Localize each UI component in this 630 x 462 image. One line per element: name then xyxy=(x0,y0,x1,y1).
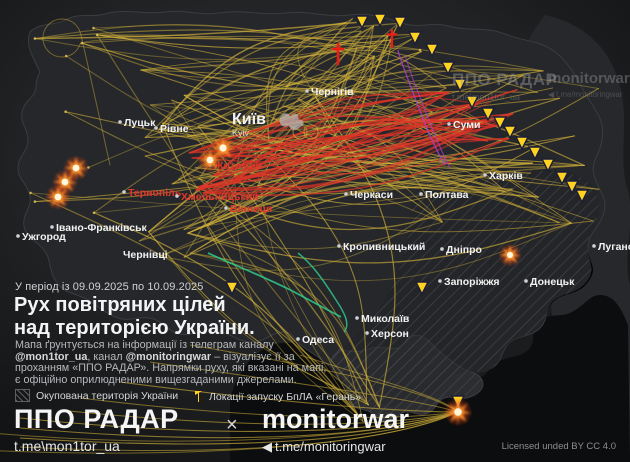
svg-text:Івано-Франківськ: Івано-Франківськ xyxy=(56,222,148,234)
svg-text:Суми: Суми xyxy=(453,119,481,131)
svg-text:Хмельницький: Хмельницький xyxy=(181,191,259,203)
svg-text:Ужгород: Ужгород xyxy=(22,231,66,243)
svg-text:Луганськ: Луганськ xyxy=(598,241,630,253)
svg-text:Київ: Київ xyxy=(232,111,266,128)
svg-text:Дніпро: Дніпро xyxy=(446,244,482,256)
svg-text:Кропивницький: Кропивницький xyxy=(343,241,425,253)
svg-text:Запоріжжя: Запоріжжя xyxy=(444,276,500,288)
svg-text:Тернопіль: Тернопіль xyxy=(128,187,182,199)
svg-text:Харків: Харків xyxy=(489,170,523,182)
svg-text:Донецьк: Донецьк xyxy=(530,276,575,288)
svg-text:Вінниця: Вінниця xyxy=(230,203,272,215)
svg-text:Полтава: Полтава xyxy=(425,189,469,201)
svg-text:Луцьк: Луцьк xyxy=(124,117,156,129)
svg-text:Чернігів: Чернігів xyxy=(311,86,354,98)
svg-text:Черкаси: Черкаси xyxy=(350,189,393,201)
svg-text:Чернівці: Чернівці xyxy=(123,249,168,261)
svg-text:Kyiv: Kyiv xyxy=(232,128,250,138)
svg-text:Рівне: Рівне xyxy=(160,123,189,135)
svg-text:Херсон: Херсон xyxy=(371,328,409,340)
